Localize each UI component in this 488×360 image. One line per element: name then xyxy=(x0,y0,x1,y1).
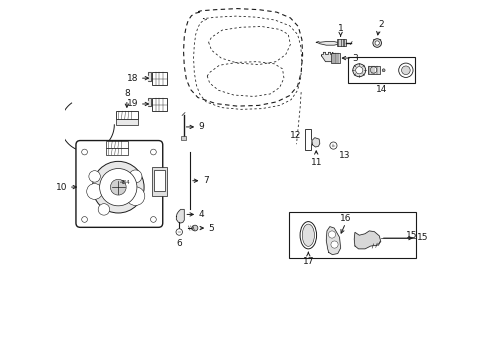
Text: 19: 19 xyxy=(126,99,138,108)
Text: 4: 4 xyxy=(198,210,204,219)
Bar xyxy=(330,53,339,63)
Bar xyxy=(348,57,414,83)
Bar xyxy=(181,136,185,140)
Circle shape xyxy=(150,149,156,155)
Circle shape xyxy=(330,241,337,248)
Circle shape xyxy=(110,179,126,195)
Bar xyxy=(336,40,346,46)
Text: 6: 6 xyxy=(176,239,182,248)
Text: 8: 8 xyxy=(124,89,129,98)
Polygon shape xyxy=(321,52,338,62)
Text: 7: 7 xyxy=(203,176,208,185)
Bar xyxy=(116,111,137,119)
Text: 18: 18 xyxy=(126,74,138,83)
Polygon shape xyxy=(148,72,151,81)
Circle shape xyxy=(398,63,412,77)
Bar xyxy=(152,167,167,196)
Bar xyxy=(152,98,166,111)
Circle shape xyxy=(382,69,384,72)
Circle shape xyxy=(192,225,198,231)
Circle shape xyxy=(374,41,379,45)
Text: 3: 3 xyxy=(351,54,357,63)
Circle shape xyxy=(86,184,102,199)
Circle shape xyxy=(100,168,137,206)
Circle shape xyxy=(372,39,381,47)
Bar xyxy=(154,170,164,192)
FancyBboxPatch shape xyxy=(76,140,163,227)
Text: 1: 1 xyxy=(337,24,343,33)
Circle shape xyxy=(81,149,87,155)
Ellipse shape xyxy=(300,222,316,249)
Circle shape xyxy=(129,170,142,183)
Text: 14: 14 xyxy=(375,85,386,94)
Circle shape xyxy=(369,67,376,73)
Circle shape xyxy=(328,231,335,238)
Text: 15: 15 xyxy=(416,233,427,242)
Circle shape xyxy=(176,229,182,235)
Circle shape xyxy=(98,204,109,215)
Circle shape xyxy=(89,171,100,182)
Circle shape xyxy=(401,66,409,75)
Text: 17: 17 xyxy=(302,257,313,266)
Circle shape xyxy=(352,64,365,77)
Bar xyxy=(106,141,127,148)
Text: 15: 15 xyxy=(405,231,416,240)
Polygon shape xyxy=(148,98,151,107)
Ellipse shape xyxy=(302,224,314,246)
Text: 13: 13 xyxy=(338,150,349,159)
Polygon shape xyxy=(325,226,340,255)
Text: 2: 2 xyxy=(378,21,384,30)
Bar xyxy=(367,66,379,74)
Text: 5: 5 xyxy=(208,224,214,233)
Bar xyxy=(288,212,415,258)
Circle shape xyxy=(92,161,144,213)
Text: 12: 12 xyxy=(289,131,301,140)
Circle shape xyxy=(150,217,156,222)
Circle shape xyxy=(126,187,144,206)
Polygon shape xyxy=(176,210,184,223)
Bar xyxy=(305,129,310,150)
Polygon shape xyxy=(311,138,319,147)
Bar xyxy=(152,72,166,85)
Polygon shape xyxy=(316,41,338,45)
Text: 4B4: 4B4 xyxy=(119,180,130,185)
Circle shape xyxy=(81,217,87,222)
Text: 9: 9 xyxy=(198,122,204,131)
Bar xyxy=(106,148,127,155)
Text: 11: 11 xyxy=(310,158,321,167)
Circle shape xyxy=(329,142,336,149)
Text: 10: 10 xyxy=(56,183,67,192)
Bar xyxy=(116,119,137,125)
Circle shape xyxy=(355,67,362,74)
Text: 16: 16 xyxy=(339,214,351,223)
Polygon shape xyxy=(353,231,380,249)
